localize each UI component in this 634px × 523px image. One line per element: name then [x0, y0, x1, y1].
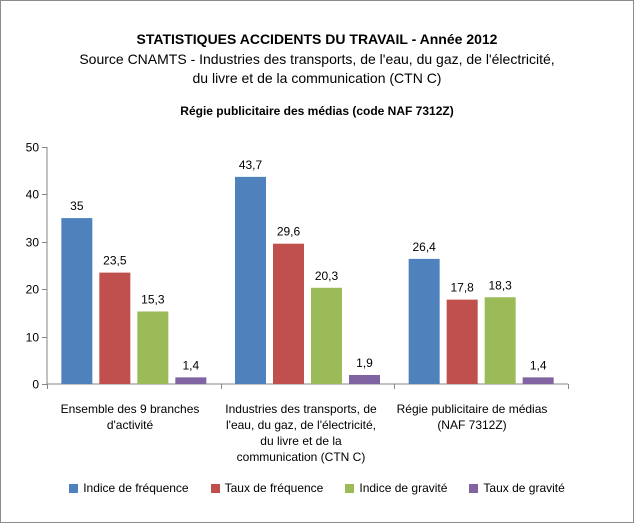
chart-subtitle-ctn: du livre et de la communication (CTN C): [192, 70, 442, 86]
legend-item-indice-frequence: Indice de fréquence: [69, 481, 189, 495]
chart-title: STATISTIQUES ACCIDENTS DU TRAVAIL - Anné…: [136, 31, 498, 47]
bar: [175, 377, 207, 384]
y-tick-label: 10: [26, 331, 40, 345]
legend-label: Taux de gravité: [483, 481, 565, 495]
legend-label: Taux de fréquence: [224, 481, 324, 495]
category-label-ctn-c: Industries des transports, de l'eau, du …: [225, 402, 377, 464]
y-tick-label: 20: [26, 283, 40, 297]
bar: [484, 297, 516, 384]
y-tick-label: 50: [26, 141, 40, 155]
legend-swatch: [69, 483, 79, 493]
y-tick-label: 40: [26, 188, 40, 202]
bar: [408, 258, 440, 384]
legend-swatch: [469, 483, 479, 493]
legend-item-indice-gravite: Indice de gravité: [345, 481, 447, 495]
data-label: 35: [70, 199, 84, 213]
bar: [311, 287, 342, 384]
legend-item-taux-gravite: Taux de gravité: [469, 481, 565, 495]
category-label-naf-7312z: Régie publicitaire de médias (NAF 7312Z): [396, 402, 548, 432]
chart-legend: Indice de fréquence Taux de fréquence In…: [0, 481, 634, 495]
bar: [137, 311, 169, 384]
chart-subtitle-naf: Régie publicitaire des médias (code NAF …: [180, 104, 454, 118]
bar: [235, 176, 266, 384]
bar: [349, 374, 380, 384]
data-label: 17,8: [450, 281, 474, 295]
data-label: 23,5: [103, 254, 127, 268]
y-tick-label: 30: [26, 236, 40, 250]
data-label: 29,6: [277, 225, 301, 239]
legend-swatch: [210, 483, 220, 493]
data-label: 15,3: [141, 292, 165, 306]
legend-label: Indice de fréquence: [83, 481, 189, 495]
bar: [273, 243, 304, 384]
bar: [99, 272, 131, 384]
data-label: 1,9: [356, 356, 373, 370]
legend-label: Indice de gravité: [359, 481, 448, 495]
legend-item-taux-frequence: Taux de fréquence: [210, 481, 324, 495]
bar: [446, 299, 478, 384]
y-tick-label: 0: [32, 378, 39, 392]
bar: [522, 377, 554, 384]
data-label: 1,4: [182, 358, 199, 372]
data-label: 18,3: [488, 278, 512, 292]
chart-subtitle-source: Source CNAMTS - Industries des transport…: [79, 51, 555, 67]
data-label: 1,4: [530, 358, 547, 372]
data-label: 43,7: [239, 158, 263, 172]
data-label: 20,3: [315, 269, 339, 283]
bar: [61, 218, 93, 384]
data-label: 26,4: [412, 240, 436, 254]
legend-swatch: [345, 483, 355, 493]
category-label-ensemble: Ensemble des 9 branches d'activité: [60, 402, 200, 432]
